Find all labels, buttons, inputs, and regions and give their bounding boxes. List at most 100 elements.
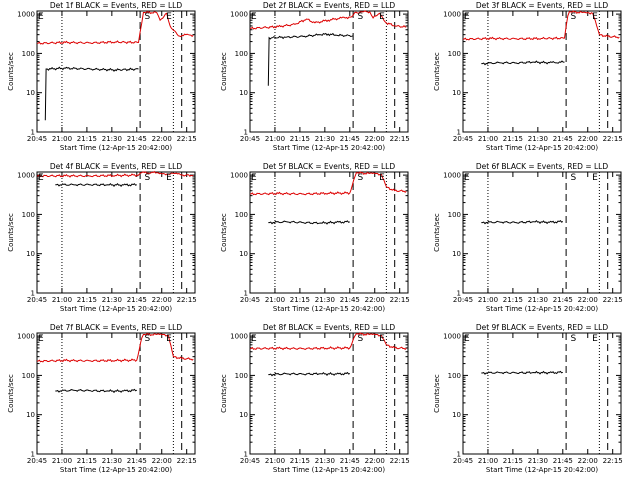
x-tick-label: 21:15	[77, 457, 97, 465]
events-series-line	[44, 66, 139, 121]
panel-9: Det 9f BLACK = Events, RED = LLD 1 10 100 10…	[433, 323, 623, 474]
plot-frame	[249, 171, 409, 294]
x-axis-label: Start Time (12-Apr-15 20:42:00)	[60, 305, 172, 313]
events-series-line	[481, 370, 563, 375]
y-tick-label: 1	[457, 290, 461, 298]
plot-frame	[249, 332, 409, 455]
y-tick-label: 1	[31, 290, 35, 298]
panel-title: Det 9f BLACK = Events, RED = LLD	[476, 323, 609, 332]
x-tick-label: 21:45	[553, 135, 573, 143]
x-tick-label: 20:45	[240, 296, 260, 304]
x-tick-label: 22:00	[578, 135, 598, 143]
panel-4: Det 4f BLACK = Events, RED = LLD 1 10 100 10…	[7, 162, 197, 313]
x-tick-label: 20:45	[453, 457, 473, 465]
x-tick-label: 21:00	[478, 296, 498, 304]
x-tick-label: 21:30	[528, 457, 548, 465]
x-tick-label: 22:15	[603, 296, 623, 304]
event-mark-label: S	[570, 173, 576, 183]
y-tick-label: 1	[31, 129, 35, 137]
panel-5: Det 5f BLACK = Events, RED = LLD 1 10 100 10…	[220, 162, 410, 313]
y-tick-label: 1	[244, 290, 248, 298]
events-series-line	[55, 182, 137, 187]
event-mark-label: E	[464, 173, 470, 183]
event-mark-label: E	[251, 173, 257, 183]
y-tick-label: 1000	[17, 172, 35, 180]
x-tick-label: 21:30	[315, 135, 335, 143]
x-tick-label: 20:45	[27, 135, 47, 143]
event-mark-label: E	[464, 334, 470, 344]
panel-title: Det 4f BLACK = Events, RED = LLD	[50, 162, 183, 171]
panel-7: Det 7f BLACK = Events, RED = LLD 1 10 100 10…	[7, 323, 197, 474]
x-tick-label: 21:15	[77, 135, 97, 143]
y-tick-label: 100	[22, 372, 35, 380]
x-tick-label: 21:00	[265, 457, 285, 465]
x-tick-label: 22:00	[578, 296, 598, 304]
event-mark-label: S	[570, 334, 576, 344]
x-tick-label: 21:00	[52, 135, 72, 143]
x-tick-label: 21:15	[290, 135, 310, 143]
y-tick-label: 100	[22, 211, 35, 219]
x-tick-label: 21:15	[503, 135, 523, 143]
x-tick-label: 21:15	[503, 296, 523, 304]
y-tick-label: 1000	[17, 11, 35, 19]
y-tick-label: 10	[452, 89, 461, 97]
x-axis-label: Start Time (12-Apr-15 20:42:00)	[60, 144, 172, 152]
panel-title: Det 6f BLACK = Events, RED = LLD	[476, 162, 609, 171]
x-tick-label: 21:45	[127, 135, 147, 143]
x-axis-label: Start Time (12-Apr-15 20:42:00)	[273, 466, 385, 474]
x-axis-label: Start Time (12-Apr-15 20:42:00)	[486, 466, 598, 474]
x-axis-label: Start Time (12-Apr-15 20:42:00)	[273, 305, 385, 313]
y-axis-label: Counts/sec	[7, 52, 15, 91]
x-tick-label: 20:45	[240, 135, 260, 143]
panel-title: Det 1f BLACK = Events, RED = LLD	[50, 1, 183, 10]
x-axis-label: Start Time (12-Apr-15 20:42:00)	[486, 144, 598, 152]
x-tick-label: 21:00	[265, 296, 285, 304]
event-mark-label: S	[144, 334, 150, 344]
x-tick-label: 22:15	[177, 135, 197, 143]
events-series-line	[481, 60, 565, 66]
x-tick-label: 22:00	[152, 296, 172, 304]
x-tick-label: 21:45	[340, 457, 360, 465]
event-mark-label: E	[251, 12, 257, 22]
x-tick-label: 20:45	[27, 457, 47, 465]
event-mark-label: S	[357, 12, 363, 22]
y-tick-label: 100	[235, 50, 248, 58]
panel-3: Det 3f BLACK = Events, RED = LLD 1 10 100 10…	[433, 1, 623, 152]
x-tick-label: 21:30	[315, 457, 335, 465]
y-axis-label: Counts/sec	[433, 52, 441, 91]
x-tick-label: 22:00	[365, 135, 385, 143]
y-tick-label: 1	[244, 129, 248, 137]
y-axis-label: Counts/sec	[220, 52, 228, 91]
event-mark-label: S	[357, 334, 363, 344]
plot-frame	[462, 171, 622, 294]
y-tick-label: 1000	[17, 333, 35, 341]
y-tick-label: 1	[457, 451, 461, 459]
x-tick-label: 22:15	[603, 457, 623, 465]
y-axis-label: Counts/sec	[433, 374, 441, 413]
x-tick-label: 21:00	[52, 457, 72, 465]
x-tick-label: 21:30	[102, 457, 122, 465]
lld-series-line	[249, 332, 407, 351]
event-mark-label: E	[379, 173, 385, 183]
x-tick-label: 22:00	[365, 296, 385, 304]
x-tick-label: 21:45	[340, 135, 360, 143]
panel-title: Det 8f BLACK = Events, RED = LLD	[263, 323, 396, 332]
y-axis-label: Counts/sec	[7, 213, 15, 252]
y-tick-label: 1000	[443, 172, 461, 180]
x-tick-label: 21:45	[553, 296, 573, 304]
events-series-line	[267, 32, 354, 86]
panel-1: Det 1f BLACK = Events, RED = LLD 1 10 100 10…	[7, 1, 197, 152]
y-tick-label: 100	[448, 50, 461, 58]
x-tick-label: 20:45	[240, 457, 260, 465]
panel-title: Det 7f BLACK = Events, RED = LLD	[50, 323, 183, 332]
event-mark-label: E	[379, 12, 385, 22]
plot-frame	[249, 10, 409, 133]
events-series-line	[268, 220, 350, 225]
y-tick-label: 10	[239, 89, 248, 97]
x-tick-label: 21:30	[528, 296, 548, 304]
plot-frame	[36, 332, 196, 455]
plot-frame	[462, 10, 622, 133]
x-tick-label: 21:30	[528, 135, 548, 143]
y-tick-label: 1000	[230, 172, 248, 180]
x-tick-label: 21:00	[265, 135, 285, 143]
